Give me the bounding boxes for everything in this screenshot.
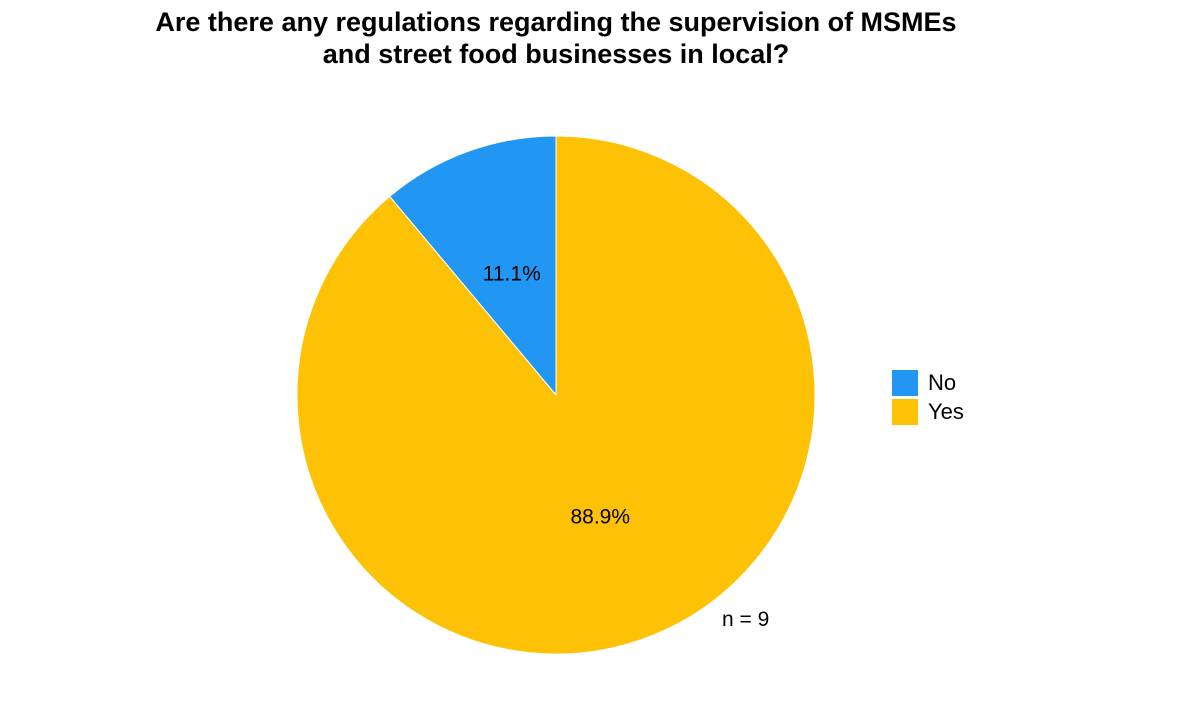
pie-slice-labels: 11.1% 88.9%: [483, 262, 630, 528]
pie-slice-no: [388, 135, 557, 397]
pie-slice-yes: [296, 135, 816, 655]
chart-title: Are there any regulations regarding the …: [56, 6, 1056, 70]
sample-size-annotation: n = 9: [722, 608, 769, 631]
chart-title-line-2: and street food businesses in local?: [322, 39, 790, 69]
legend: No Yes: [892, 368, 964, 426]
pie-slices: [296, 135, 816, 655]
legend-label-yes: Yes: [928, 398, 964, 424]
legend-item-yes: Yes: [892, 397, 964, 426]
slice-label-no: 11.1%: [483, 262, 541, 285]
legend-swatch-no: [892, 369, 918, 396]
chart-title-line-1: Are there any regulations regarding the …: [155, 7, 957, 37]
legend-item-no: No: [892, 368, 964, 397]
legend-label-no: No: [928, 369, 957, 395]
legend-swatch-yes: [892, 398, 918, 425]
slice-label-yes: 88.9%: [570, 506, 630, 529]
